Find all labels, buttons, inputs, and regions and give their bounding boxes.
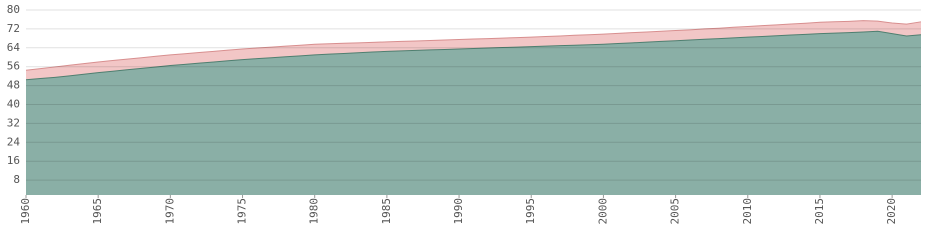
area-line: [25, 20, 922, 71]
x-tick-label: 1975: [236, 198, 249, 225]
x-tick-label: 1985: [380, 198, 393, 225]
y-tick-label: 16: [7, 154, 20, 167]
y-tick-label: 32: [7, 116, 20, 129]
x-tick-label: 1965: [91, 198, 104, 225]
x-tick-label: 1995: [524, 198, 537, 225]
chart: 8 16 24 32 40 48 56 64 72 80 1960 1965 1970 1975 1980 1…: [7, 3, 922, 225]
y-tick-label: 40: [7, 98, 20, 111]
x-tick-label: 2015: [813, 198, 826, 225]
x-tick-label: 2000: [596, 198, 609, 225]
y-tick-label: 24: [7, 135, 21, 148]
area: [26, 31, 921, 196]
x-tick-label: 1990: [452, 198, 465, 225]
x-tick-label: 1960: [19, 198, 32, 225]
y-tick-label: 72: [7, 22, 20, 35]
x-tick-label: 2020: [885, 198, 898, 225]
x-tick-label: 2010: [741, 198, 754, 225]
y-tick-label: 64: [7, 41, 21, 54]
y-tick-label: 8: [13, 173, 20, 186]
x-tick-label: 2005: [669, 198, 682, 225]
area-line: [25, 30, 922, 81]
x-tick-label: 1980: [308, 198, 321, 225]
y-tick-label: 56: [7, 60, 20, 73]
y-tick-label: 48: [7, 79, 20, 92]
x-tick-label: 1970: [163, 198, 176, 225]
y-tick-label: 80: [7, 3, 20, 16]
